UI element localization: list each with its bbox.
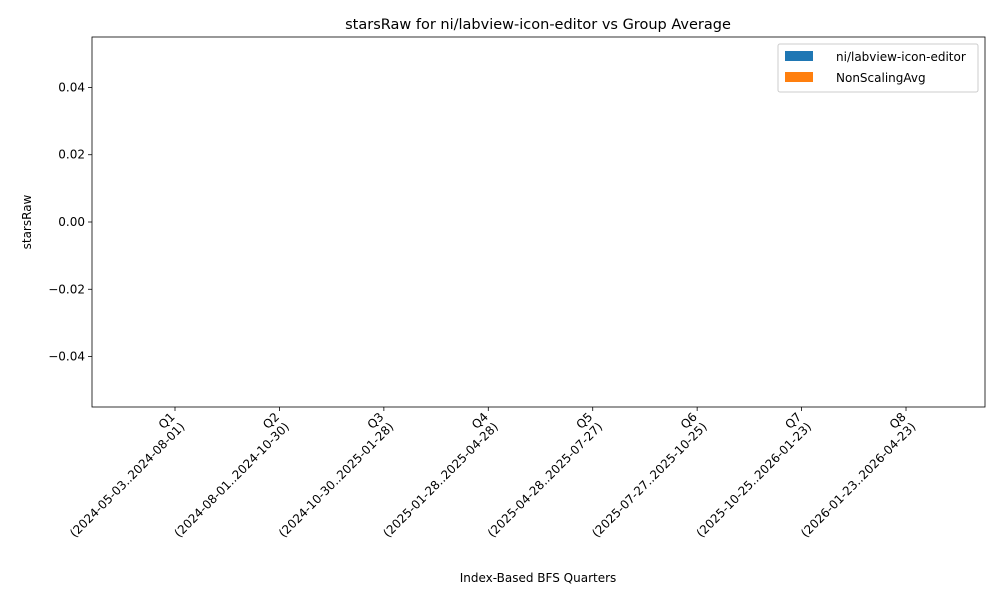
chart-title: starsRaw for ni/labview-icon-editor vs G… (345, 17, 731, 33)
x-axis-label: Index-Based BFS Quarters (460, 571, 617, 585)
y-tick-label: 0.00 (58, 215, 85, 229)
y-tick-label: 0.04 (58, 80, 85, 94)
y-tick-label: −0.02 (48, 282, 85, 296)
legend-swatch-avg (785, 72, 813, 82)
y-tick-label: −0.04 (48, 350, 85, 364)
y-axis-label: starsRaw (20, 194, 34, 249)
legend-swatch-labview (785, 51, 813, 61)
y-axis: 0.04 0.02 0.00 −0.02 −0.04 (48, 80, 92, 364)
plot-frame (91, 36, 986, 408)
legend-label-labview: ni/labview-icon-editor (836, 50, 966, 64)
legend: ni/labview-icon-editor NonScalingAvg (777, 43, 979, 93)
y-tick-label: 0.02 (58, 148, 85, 162)
legend-frame (777, 43, 979, 93)
legend-label-avg: NonScalingAvg (836, 71, 926, 85)
